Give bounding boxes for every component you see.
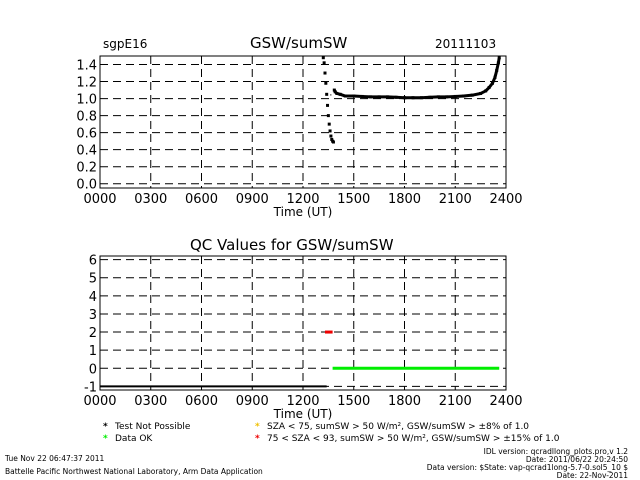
data-point [321, 56, 325, 60]
y-tick-label: 0.8 [76, 110, 97, 125]
x-tick-label: 0900 [236, 394, 269, 409]
legend-label: Test Not Possible [115, 422, 191, 432]
data-trace [334, 90, 338, 95]
x-tick-label: 1200 [286, 394, 319, 409]
data-trace [496, 57, 501, 64]
footer-org: Battelle Pacific Northwest National Labo… [5, 467, 263, 476]
y-tick-label: 0.2 [76, 161, 97, 176]
x-tick-label: 1500 [337, 192, 370, 207]
x-tick-label: 1800 [388, 192, 421, 207]
data-trace [495, 62, 500, 71]
y-tick-label: 2 [89, 326, 97, 341]
data-point [323, 71, 327, 75]
legend-item-not-possible: * Test Not Possible [103, 422, 190, 432]
chart-title-gsw: GSW/sumSW [250, 34, 348, 52]
y-tick-label: 0.6 [76, 127, 97, 142]
y-tick-label: 5 [89, 272, 97, 287]
data-point [331, 140, 335, 144]
gsw-ratio-plot: 0000 0300 0600 0900 1200 1500 1800 2100 2400 Time… [76, 55, 523, 219]
x-tick-label: 0300 [134, 394, 167, 409]
legend-label: Data OK [115, 434, 153, 444]
x-axis-label: Time (UT) [273, 407, 333, 421]
data-trace [471, 92, 481, 97]
legend-label: SZA < 75, sumSW > 50 W/m², GSW/sumSW > ±… [267, 422, 530, 432]
legend-star-icon: * [255, 422, 260, 432]
footer-idl-version: IDL version: qcradllong_plots.pro,v 1.2 [483, 447, 628, 456]
data-point [322, 61, 326, 65]
data-trace [493, 70, 499, 78]
x-tick-label: 1200 [286, 192, 319, 207]
data-trace [463, 93, 473, 98]
data-point [324, 81, 328, 85]
date-label: 20111103 [435, 37, 497, 51]
x-tick-label: 2100 [439, 394, 472, 409]
footer-data-date: Date: 22-Nov-2011 [556, 471, 628, 480]
qc-values-plot: 0000 0300 0600 0900 1200 1500 1800 2100 2400 Time… [83, 254, 522, 421]
site-label: sgpE16 [103, 37, 148, 51]
y-tick-label: 1.0 [76, 93, 97, 108]
footer-data-version: Data version: $State: vap-qcrad1long-5.7… [426, 463, 628, 472]
x-tick-label: 2400 [489, 394, 522, 409]
y-tick-label: 6 [89, 254, 97, 269]
data-point [326, 114, 330, 118]
chart-title-qc: QC Values for GSW/sumSW [190, 236, 394, 254]
y-tick-label: -1 [84, 380, 97, 395]
footer-run-date: Date: 2011/06/22 20:24:50 [525, 455, 628, 464]
y-tick-label: 0.4 [76, 144, 97, 159]
y-tick-label: 4 [89, 290, 97, 305]
data-trace [484, 86, 491, 92]
data-point [327, 122, 331, 126]
x-tick-label: 0900 [236, 192, 269, 207]
x-tick-label: 0000 [83, 192, 116, 207]
x-tick-label: 0000 [83, 394, 116, 409]
annotation-mark: · [329, 91, 332, 102]
data-point [326, 103, 330, 107]
data-trace [339, 92, 346, 98]
legend-label: 75 < SZA < 93, sumSW > 50 W/m², GSW/sumS… [267, 434, 560, 444]
legend-item-data-ok: * Data OK [103, 434, 152, 444]
y-tick-label: 1.4 [76, 59, 97, 74]
x-axis-label: Time (UT) [273, 205, 333, 219]
data-point [328, 129, 332, 133]
y-tick-label: 0 [89, 362, 97, 377]
x-tick-label: 0300 [134, 192, 167, 207]
x-tick-label: 2100 [439, 192, 472, 207]
y-tick-label: 1.2 [76, 76, 97, 91]
legend-star-icon: * [103, 422, 108, 432]
x-tick-label: 0600 [185, 192, 218, 207]
y-tick-label: 1 [89, 344, 97, 359]
data-trace [336, 92, 341, 96]
data-trace [479, 89, 487, 95]
y-tick-label: 0.0 [76, 178, 97, 193]
x-tick-label: 0600 [185, 394, 218, 409]
x-tick-label: 1800 [388, 394, 421, 409]
y-tick-label: 3 [89, 308, 97, 323]
data-trace [491, 76, 497, 84]
legend-star-icon: * [255, 434, 260, 444]
legend-star-icon: * [103, 434, 108, 444]
data-point [325, 92, 329, 96]
data-trace [487, 82, 494, 89]
data-point [330, 137, 334, 141]
footer-timestamp: Tue Nov 22 06:47:37 2011 [5, 454, 105, 463]
x-tick-label: 1500 [337, 394, 370, 409]
data-point [329, 134, 333, 138]
x-tick-label: 2400 [489, 192, 522, 207]
data-trace [332, 89, 337, 93]
legend-item-yellow: * SZA < 75, sumSW > 50 W/m², GSW/sumSW > … [255, 422, 529, 432]
legend-item-red: * 75 < SZA < 93, sumSW > 50 W/m², GSW/sum… [255, 434, 559, 444]
